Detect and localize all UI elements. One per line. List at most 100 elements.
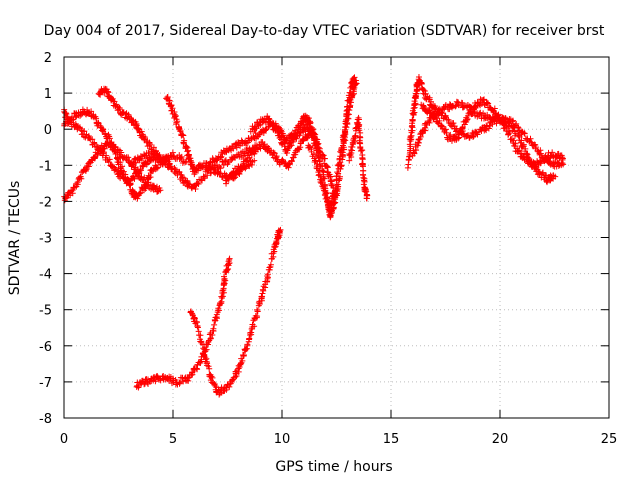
x-tick-label: 20 — [492, 432, 509, 447]
data-point — [138, 128, 145, 135]
data-point — [468, 111, 475, 118]
data-point — [203, 355, 210, 362]
data-point — [181, 137, 188, 144]
data-point — [415, 139, 422, 146]
data-point — [357, 144, 364, 151]
data-point — [204, 362, 211, 369]
data-point — [267, 261, 274, 268]
data-point — [177, 128, 184, 135]
data-point — [337, 159, 344, 166]
data-point — [344, 119, 351, 126]
data-point — [130, 174, 137, 181]
data-point — [233, 144, 240, 151]
data-point — [455, 131, 462, 138]
data-point — [154, 188, 161, 195]
data-point — [560, 161, 567, 168]
data-point — [209, 332, 216, 339]
data-point — [220, 162, 227, 169]
series-arc-j — [305, 77, 360, 214]
data-point — [264, 271, 271, 278]
data-point — [157, 187, 164, 194]
data-point — [356, 127, 363, 134]
data-point — [334, 169, 341, 176]
data-point — [452, 103, 459, 110]
data-point — [248, 161, 255, 168]
data-point — [324, 197, 331, 204]
data-point — [254, 308, 261, 315]
data-point — [126, 182, 133, 189]
data-point — [201, 175, 208, 182]
y-tick-label: -3 — [39, 232, 52, 247]
data-point — [270, 149, 277, 156]
data-point — [154, 164, 161, 171]
data-point — [349, 93, 356, 100]
data-point — [210, 325, 217, 332]
data-point — [537, 150, 544, 157]
data-point — [516, 147, 523, 154]
y-tick-label: -2 — [39, 195, 52, 210]
data-point — [171, 111, 178, 118]
data-point — [169, 149, 176, 156]
data-point — [432, 114, 439, 121]
data-point — [335, 170, 342, 177]
data-point — [86, 135, 93, 142]
data-point — [438, 122, 445, 129]
data-point — [297, 144, 304, 151]
data-point — [337, 148, 344, 155]
data-point — [506, 129, 513, 136]
y-tick-label: 2 — [44, 51, 52, 66]
data-point — [436, 110, 443, 117]
data-point — [179, 131, 186, 138]
data-point — [162, 157, 169, 164]
data-point — [76, 124, 83, 131]
data-point — [455, 135, 462, 142]
data-point — [242, 346, 249, 353]
data-point — [225, 176, 232, 183]
data-point — [422, 127, 429, 134]
data-point — [430, 110, 437, 117]
data-point — [254, 313, 261, 320]
data-point — [347, 102, 354, 109]
data-point — [248, 151, 255, 158]
data-point — [131, 175, 138, 182]
data-point — [439, 123, 446, 130]
data-point — [224, 266, 231, 273]
y-tick-label: -4 — [39, 268, 52, 283]
data-point — [410, 105, 417, 112]
series-arc-k — [346, 114, 371, 202]
data-point — [164, 94, 171, 101]
data-point — [99, 127, 106, 134]
data-point — [412, 146, 419, 153]
data-point — [153, 165, 160, 172]
data-point — [319, 179, 326, 186]
data-point — [235, 365, 242, 372]
data-point — [246, 163, 253, 170]
data-point — [527, 135, 534, 142]
data-point — [135, 156, 142, 163]
series-arc-o — [133, 255, 233, 391]
data-point — [216, 170, 223, 177]
data-point — [209, 374, 216, 381]
data-point — [334, 162, 341, 169]
data-point — [321, 155, 328, 162]
data-point — [81, 128, 88, 135]
data-point — [326, 207, 333, 214]
data-point — [466, 134, 473, 141]
data-point — [319, 183, 326, 190]
data-point — [166, 160, 173, 167]
data-point — [219, 293, 226, 300]
series-arc-n — [418, 96, 566, 171]
data-point — [208, 335, 215, 342]
data-point — [266, 264, 273, 271]
data-point — [502, 124, 509, 131]
data-point — [350, 91, 357, 98]
data-point — [320, 174, 327, 181]
data-point — [208, 169, 215, 176]
y-tick-label: 0 — [44, 123, 52, 138]
data-point — [198, 177, 205, 184]
data-point — [173, 119, 180, 126]
data-point — [360, 174, 367, 181]
x-tick-label: 10 — [274, 432, 291, 447]
data-point — [185, 147, 192, 154]
data-point — [262, 284, 269, 291]
